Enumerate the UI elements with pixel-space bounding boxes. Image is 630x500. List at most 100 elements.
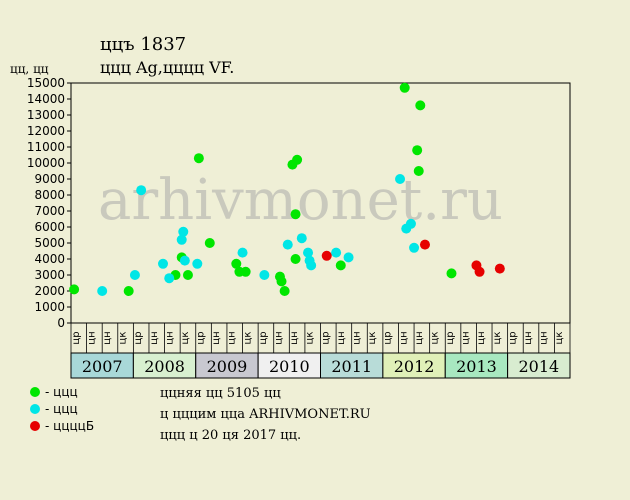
data-point <box>279 286 290 296</box>
data-point <box>412 145 423 156</box>
year-cell <box>257 352 321 379</box>
y-tick-label: 10000 <box>27 156 65 170</box>
quarter-label: цр <box>445 331 456 344</box>
y-tick-label: 2000 <box>34 284 65 298</box>
quarter-label: цк <box>492 332 503 345</box>
quarter-label: цн <box>211 331 222 344</box>
year-label: 2008 <box>144 357 185 376</box>
data-point <box>97 286 108 296</box>
year-label: 2014 <box>518 357 559 376</box>
year-label: 2009 <box>207 357 248 376</box>
watermark: arhivmonet.ru <box>98 168 503 233</box>
data-point <box>494 263 505 274</box>
data-point <box>282 239 293 250</box>
data-point <box>292 154 303 165</box>
note-average-price: ццняя цц 5105 цц <box>160 386 281 401</box>
quarter-label: цк <box>180 332 191 345</box>
plot-frame <box>70 82 571 324</box>
quarter-label: цн <box>86 331 97 344</box>
year-cell <box>320 352 384 379</box>
data-point <box>395 174 406 184</box>
year-cell <box>507 352 571 379</box>
y-tick-label: 5000 <box>34 236 65 250</box>
quarter-label: цн <box>336 331 347 344</box>
data-point <box>331 247 342 258</box>
quarter-label: цк <box>554 332 565 345</box>
data-point <box>231 258 242 269</box>
data-point <box>164 273 175 284</box>
legend-label: - ццццБ <box>45 418 95 433</box>
chart-subtitle: ццц Ag,цццц VF. <box>100 58 235 77</box>
quarter-label: цн <box>102 331 113 344</box>
data-point <box>193 153 204 164</box>
quarter-label: цн <box>149 331 160 344</box>
quarter-label: цр <box>196 331 207 344</box>
chart-title: ццъ 1837 <box>100 34 187 55</box>
quarter-label: цр <box>507 331 518 344</box>
data-point <box>176 234 187 245</box>
quarter-label: цн <box>289 331 300 344</box>
y-tick-label: 14000 <box>27 92 65 106</box>
y-tick-label: 15000 <box>27 76 65 90</box>
legend-marker-icon <box>30 386 40 397</box>
quarter-label: цн <box>461 331 472 344</box>
data-point <box>259 270 270 280</box>
data-point <box>290 209 301 220</box>
quarter-label: цр <box>133 331 144 344</box>
note-date: ццц ц 20 ця 2017 цц. <box>160 428 302 443</box>
quarter-label: цн <box>274 331 285 344</box>
y-tick-label: 11000 <box>27 140 65 154</box>
quarter-label: цк <box>367 332 378 345</box>
data-point <box>413 166 424 176</box>
legend-item: - ццц <box>30 383 94 400</box>
year-cell <box>195 352 259 379</box>
data-point <box>136 185 147 196</box>
y-tick-label: 8000 <box>34 188 65 202</box>
year-cell <box>70 352 134 379</box>
quarter-label: цн <box>398 331 409 344</box>
data-point <box>343 252 354 263</box>
quarter-label: цк <box>242 332 253 345</box>
y-tick-label: 3000 <box>34 268 65 282</box>
y-tick-label: 12000 <box>27 124 65 138</box>
quarter-label: цр <box>258 331 269 344</box>
quarter-label: цр <box>383 331 394 344</box>
data-point <box>276 276 287 287</box>
data-point <box>419 239 430 250</box>
year-label: 2012 <box>394 357 435 376</box>
quarter-label: цн <box>523 331 534 344</box>
legend-item: - ццц <box>30 400 94 417</box>
quarter-label: цн <box>414 331 425 344</box>
data-point <box>158 258 169 269</box>
y-tick-label: 0 <box>57 316 65 330</box>
year-label: 2011 <box>331 357 372 376</box>
data-point <box>296 233 307 244</box>
legend-item: - ццццБ <box>30 417 94 434</box>
data-point <box>123 286 134 296</box>
year-cell <box>382 352 446 379</box>
legend-marker-icon <box>30 403 40 414</box>
data-point <box>321 250 332 261</box>
quarter-label: цн <box>351 331 362 344</box>
legend: - ццц - ццц - ццццБ <box>30 383 94 434</box>
y-tick-label: 6000 <box>34 220 65 234</box>
y-tick-label: 4000 <box>34 252 65 266</box>
quarter-label: цр <box>320 331 331 344</box>
year-label: 2007 <box>82 357 123 376</box>
quarter-label: цн <box>164 331 175 344</box>
data-point <box>179 255 190 266</box>
data-point <box>290 254 301 264</box>
legend-label: - ццц <box>45 401 78 416</box>
data-point <box>129 270 140 280</box>
notes: ццняя цц 5105 цц ц цццим цца ARHIVMONET.… <box>160 383 371 446</box>
data-point <box>192 258 203 269</box>
data-point <box>69 284 80 295</box>
data-point <box>182 270 193 280</box>
data-point <box>178 226 189 237</box>
y-tick-label: 7000 <box>34 204 65 218</box>
data-point <box>306 260 317 271</box>
year-label: 2013 <box>456 357 497 376</box>
note-source: ц цццим цца ARHIVMONET.RU <box>160 407 371 422</box>
data-point <box>409 242 420 253</box>
